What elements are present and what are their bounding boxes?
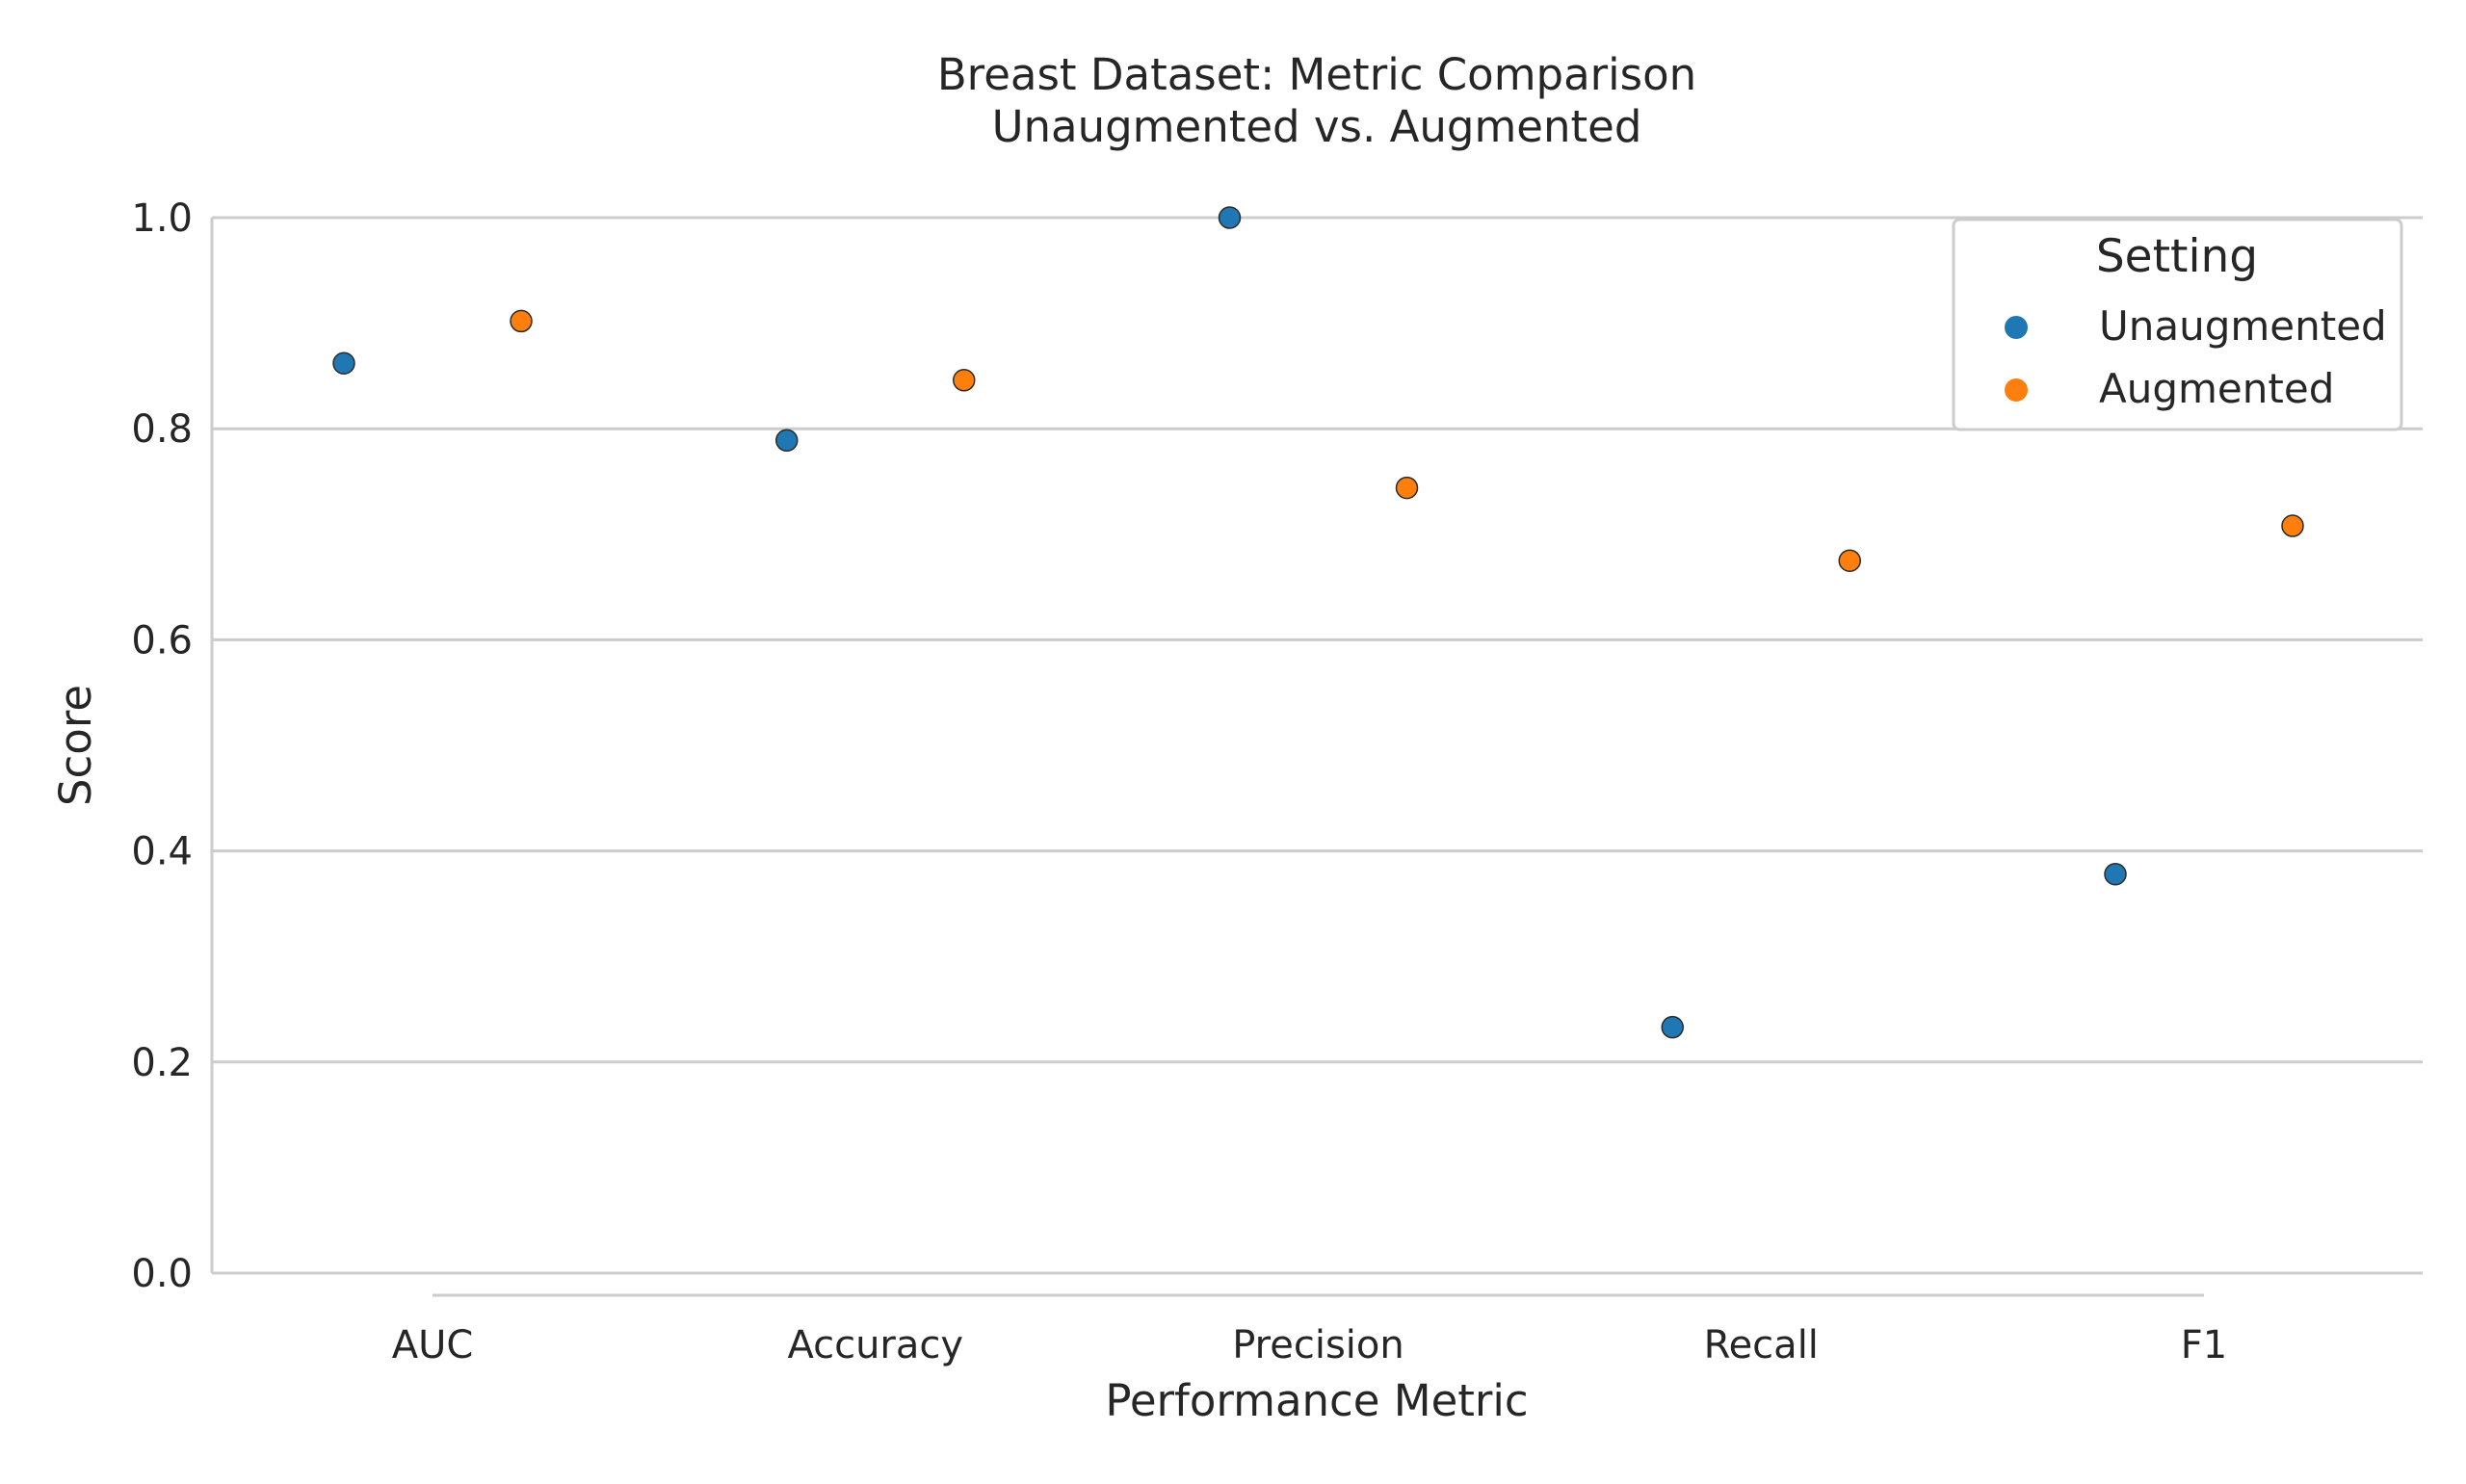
point-augmented-precision — [1395, 476, 1419, 500]
legend-marker-augmented — [2005, 378, 2028, 402]
x-axis-label: Performance Metric — [1105, 1375, 1528, 1426]
data-points — [332, 206, 2304, 1039]
y-tick-label: 0.6 — [131, 618, 193, 663]
y-tick-label: 0.8 — [131, 407, 193, 452]
y-tick-label: 0.2 — [131, 1041, 193, 1085]
chart-title-line1: Breast Dataset: Metric Comparison — [937, 49, 1696, 100]
point-augmented-auc — [510, 309, 533, 333]
point-unaugmented-recall — [1661, 1015, 1684, 1039]
y-axis-label: Score — [50, 685, 101, 806]
legend-box — [1952, 218, 2403, 431]
x-tick-label-recall: Recall — [1704, 1323, 1819, 1367]
x-tick-label-f1: F1 — [2181, 1323, 2227, 1367]
x-tick-label-auc: AUC — [392, 1323, 474, 1367]
y-tick-label: 1.0 — [131, 196, 193, 241]
point-unaugmented-accuracy — [775, 429, 799, 453]
point-augmented-accuracy — [953, 369, 976, 392]
y-tick-label: 0.0 — [131, 1252, 193, 1296]
legend-label-unaugmented: Unaugmented — [2099, 302, 2387, 350]
point-augmented-f1 — [2281, 514, 2304, 537]
chart-title-line2: Unaugmented vs. Augmented — [992, 101, 1642, 152]
gridlines — [212, 216, 2423, 1275]
point-unaugmented-precision — [1218, 206, 1242, 229]
legend-marker-unaugmented — [2005, 316, 2028, 339]
y-tick-labels: 0.0 0.2 0.4 0.6 0.8 1.0 — [131, 196, 193, 1296]
legend-label-augmented: Augmented — [2099, 365, 2334, 412]
point-augmented-recall — [1838, 549, 1861, 572]
x-tick-label-accuracy: Accuracy — [787, 1323, 963, 1367]
x-tick-label-precision: Precision — [1232, 1323, 1404, 1367]
x-tick-labels: AUC Accuracy Precision Recall F1 — [392, 1323, 2228, 1367]
legend: Setting Unaugmented Augmented — [1952, 218, 2403, 431]
legend-title: Setting — [2096, 230, 2258, 283]
point-unaugmented-auc — [332, 351, 355, 375]
point-unaugmented-f1 — [2104, 862, 2127, 886]
y-tick-label: 0.4 — [131, 830, 193, 874]
